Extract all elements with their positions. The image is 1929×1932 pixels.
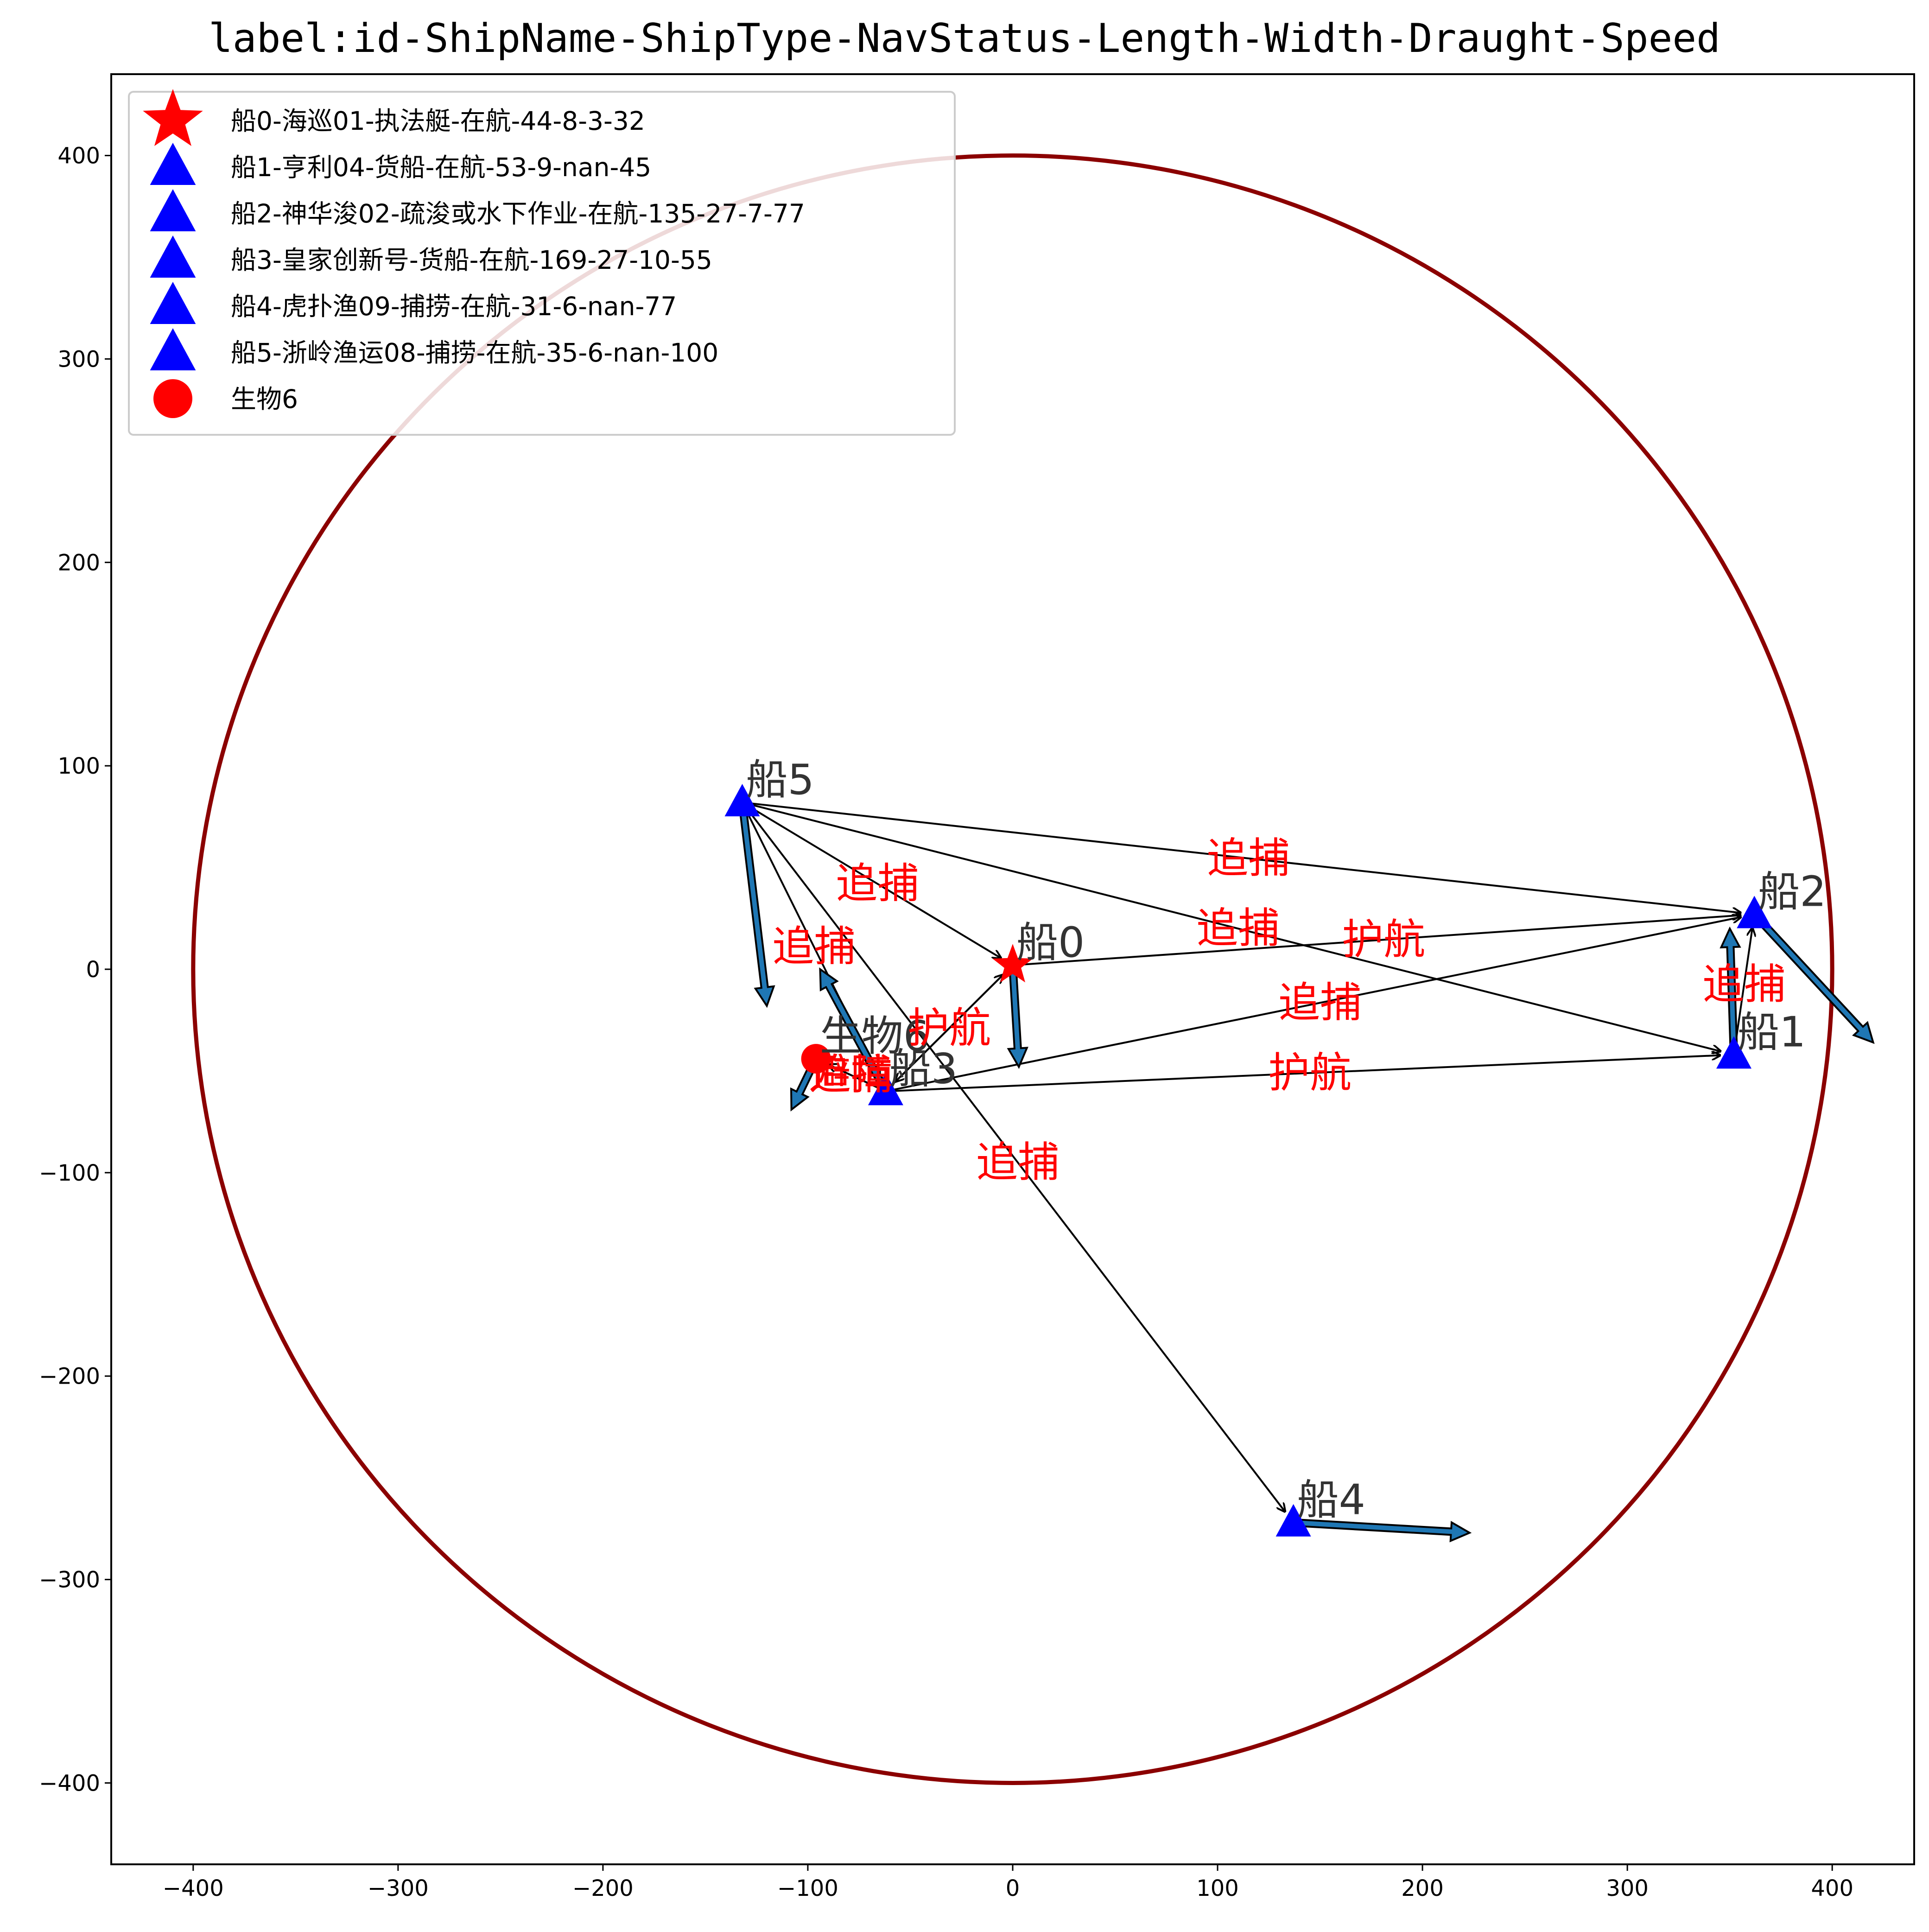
velocity-vector	[819, 967, 890, 1094]
y-tick-label: −300	[39, 1567, 100, 1593]
y-tick-label: −200	[39, 1364, 100, 1390]
marker-n0	[992, 944, 1033, 983]
y-tick-label: −400	[39, 1770, 100, 1796]
legend-marker-n2	[150, 189, 196, 231]
legend-marker-n0	[143, 89, 203, 146]
legend-marker-n6	[153, 379, 192, 418]
velocity-vector	[1007, 964, 1028, 1069]
y-tick-label: 400	[57, 143, 100, 169]
node-label: 船4	[1297, 1476, 1365, 1525]
x-tick-label: −100	[777, 1875, 838, 1901]
legend-entry: 船4-虎扑渔09-捕捞-在航-31-6-nan-77	[231, 292, 677, 321]
marker-n4	[1275, 1504, 1311, 1537]
node-label: 船5	[746, 756, 814, 804]
x-tick-label: −400	[163, 1875, 224, 1901]
marker-n3	[868, 1073, 903, 1106]
relation-arrow	[828, 1064, 886, 1093]
relation-arrow	[742, 801, 1721, 1051]
x-tick-label: 0	[1006, 1875, 1020, 1901]
y-tick-label: 200	[57, 550, 100, 576]
legend-entry: 船0-海巡01-执法艇-在航-44-8-3-32	[231, 106, 645, 136]
y-tick-label: 300	[57, 346, 100, 372]
relation-label: 护航	[1342, 915, 1425, 964]
node-label: 船0	[1016, 918, 1085, 967]
relation-label: 追捕	[1196, 904, 1280, 953]
y-tick-label: 100	[57, 753, 100, 779]
relation-arrow	[742, 801, 1742, 913]
x-tick-label: 400	[1811, 1875, 1853, 1901]
x-tick-label: 300	[1606, 1875, 1649, 1901]
range-circle	[191, 153, 1834, 1785]
relation-label: 护航	[907, 1004, 991, 1052]
relation-arrow	[885, 917, 1742, 1093]
legend-entry: 船2-神华浚02-疏浚或水下作业-在航-135-27-7-77	[231, 199, 805, 229]
velocity-vector	[1751, 910, 1875, 1044]
relation-label: 护航	[907, 1004, 991, 1052]
marker-n2	[1737, 896, 1772, 928]
node-label: 船2	[1758, 868, 1826, 916]
relation-label: 追捕	[772, 922, 856, 971]
x-tick-label: 200	[1401, 1875, 1444, 1901]
chart-title: label:id-ShipName-ShipType-NavStatus-Len…	[209, 15, 1720, 62]
legend-marker-n4	[150, 282, 196, 324]
velocity-vector	[1720, 926, 1741, 1056]
legend-marker-n5	[150, 328, 196, 370]
velocity-vector	[738, 801, 775, 1008]
relation-label: 避障	[809, 1050, 893, 1099]
legend: 船0-海巡01-执法艇-在航-44-8-3-32 船1-亨利04-货船-在航-53…	[128, 89, 956, 436]
relation-label: 追捕	[1278, 978, 1362, 1027]
relation-arrow	[885, 1055, 1721, 1093]
x-tick-label: −200	[572, 1875, 634, 1901]
relation-label: 追捕	[1206, 834, 1290, 883]
node-label: 船3	[889, 1044, 958, 1093]
y-tick-label: 0	[86, 957, 100, 983]
legend-marker-n1	[150, 143, 196, 185]
legend-entry: 生物6	[231, 384, 298, 414]
legend-entry: 船5-浙岭渔运08-捕捞-在航-35-6-nan-100	[231, 338, 718, 368]
relation-label: 追捕	[836, 859, 919, 908]
y-tick-label: −100	[39, 1160, 100, 1186]
velocity-vector	[1292, 1518, 1472, 1543]
legend-box	[128, 91, 956, 436]
relation-label: 追捕	[976, 1138, 1060, 1187]
relation-arrow	[1012, 915, 1741, 966]
relation-label: 护航	[1268, 1049, 1352, 1097]
relation-label: 追捕	[809, 1050, 893, 1099]
legend-marker-n3	[150, 235, 196, 278]
marker-n6	[801, 1044, 831, 1074]
relation-arrow	[742, 801, 1002, 959]
x-tick-label: 100	[1196, 1875, 1239, 1901]
x-tick-label: −300	[368, 1875, 429, 1901]
relation-label: 追捕	[1702, 960, 1786, 1009]
relation-arrow	[741, 801, 1286, 1512]
legend-entry: 船1-亨利04-货船-在航-53-9-nan-45	[231, 153, 651, 182]
node-label: 生物6	[820, 1012, 930, 1061]
marker-n1	[1716, 1036, 1751, 1069]
node-label: 船1	[1738, 1008, 1806, 1056]
legend-entry: 船3-皇家创新号-货船-在航-169-27-10-55	[231, 245, 712, 275]
marker-n5	[724, 784, 760, 817]
relation-arrow	[895, 964, 1014, 1082]
